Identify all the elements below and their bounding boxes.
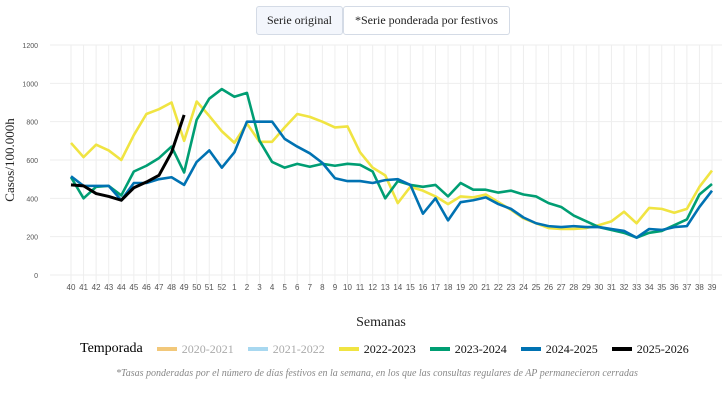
legend-item-2025-2026[interactable]: 2025-2026 (611, 341, 689, 357)
y-tick-label: 200 (26, 235, 38, 242)
x-tick-label: 21 (481, 283, 490, 292)
x-tick-label: 12 (368, 283, 377, 292)
x-tick-label: 46 (142, 283, 151, 292)
series-toggle: Serie original *Serie ponderada por fest… (256, 6, 510, 35)
x-tick-label: 28 (569, 283, 578, 292)
y-tick-label: 0 (34, 273, 38, 280)
x-tick-label: 31 (607, 283, 616, 292)
x-tick-label: 25 (532, 283, 541, 292)
x-tick-label: 49 (180, 283, 189, 292)
legend-item-2021-2022[interactable]: 2021-2022 (247, 341, 325, 357)
x-tick-label: 45 (129, 283, 138, 292)
x-tick-label: 36 (670, 283, 679, 292)
y-axis-title: Casos/100.000h (2, 118, 17, 202)
x-tick-label: 22 (494, 283, 503, 292)
x-tick-label: 5 (282, 283, 287, 292)
weighted-series-button[interactable]: *Serie ponderada por festivos (342, 6, 510, 35)
x-tick-label: 33 (632, 283, 641, 292)
legend-swatch (611, 347, 632, 351)
x-tick-label: 8 (320, 283, 325, 292)
y-tick-label: 800 (26, 120, 38, 127)
legend-label: 2024-2025 (545, 341, 598, 356)
series-line-2022-2023[interactable] (70, 100, 714, 231)
original-series-button[interactable]: Serie original (256, 6, 343, 35)
series-line-2024-2025[interactable] (70, 120, 714, 239)
x-tick-label: 11 (356, 283, 365, 292)
x-tick-label: 27 (557, 283, 566, 292)
legend-item-2023-2024[interactable]: 2023-2024 (429, 341, 507, 357)
x-tick-label: 50 (192, 283, 201, 292)
x-tick-label: 43 (104, 283, 113, 292)
x-tick-label: 40 (67, 283, 76, 292)
x-tick-label: 48 (167, 283, 176, 292)
x-tick-label: 30 (594, 283, 603, 292)
x-tick-label: 2 (245, 283, 250, 292)
x-tick-label: 39 (708, 283, 717, 292)
x-tick-label: 1 (232, 283, 237, 292)
x-tick-label: 44 (117, 283, 126, 292)
legend-swatch (338, 347, 359, 351)
x-tick-label: 14 (393, 283, 402, 292)
x-tick-label: 13 (381, 283, 390, 292)
legend-item-2020-2021[interactable]: 2020-2021 (156, 341, 234, 357)
y-tick-label: 600 (26, 158, 38, 165)
legend-label: 2025-2026 (636, 341, 689, 356)
x-tick-label: 24 (519, 283, 528, 292)
legend-swatch (156, 347, 177, 351)
x-tick-label: 34 (645, 283, 654, 292)
x-tick-label: 35 (657, 283, 666, 292)
x-tick-label: 47 (155, 283, 164, 292)
legend-label: 2023-2024 (454, 341, 507, 356)
series-line-2025-2026[interactable] (70, 114, 186, 202)
x-tick-label: 4 (270, 283, 275, 292)
x-tick-label: 18 (444, 283, 453, 292)
x-tick-label: 51 (205, 283, 214, 292)
x-tick-label: 6 (295, 283, 300, 292)
x-tick-label: 37 (682, 283, 691, 292)
x-tick-label: 52 (217, 283, 226, 292)
y-tick-label: 1000 (22, 81, 38, 88)
legend-title: Temporada (80, 341, 143, 356)
line-chart: 40 41 42 43 44 45 46 47 48 49 50 51 52 1 2 3 4 5 6 7 8 9 10 11 1… (2, 43, 722, 330)
x-tick-label: 26 (544, 283, 553, 292)
x-tick-label: 41 (79, 283, 88, 292)
x-tick-label: 38 (695, 283, 704, 292)
x-axis-title: Semanas (356, 315, 406, 330)
legend-swatch (247, 347, 268, 351)
x-tick-label: 20 (469, 283, 478, 292)
legend-label: 2020-2021 (181, 341, 234, 356)
legend-item-2024-2025[interactable]: 2024-2025 (520, 341, 598, 357)
legend: Temporada 2020-2021 2021-2022 2022-2023 202… (80, 341, 703, 357)
x-tick-label: 16 (418, 283, 427, 292)
x-tick-label: 23 (506, 283, 515, 292)
footnote: *Tasas ponderadas por el número de días … (116, 368, 638, 379)
x-tick-label: 15 (406, 283, 415, 292)
legend-swatch (429, 347, 450, 351)
x-tick-label: 32 (620, 283, 629, 292)
y-tick-label: 400 (26, 196, 38, 203)
legend-item-2022-2023[interactable]: 2022-2023 (338, 341, 416, 357)
x-tick-label: 10 (343, 283, 352, 292)
x-tick-label: 42 (92, 283, 101, 292)
x-tick-label: 29 (582, 283, 591, 292)
y-tick-label: 1200 (22, 43, 38, 50)
x-tick-label: 9 (333, 283, 338, 292)
legend-label: 2022-2023 (363, 341, 416, 356)
x-tick-label: 3 (257, 283, 262, 292)
x-tick-label: 19 (456, 283, 465, 292)
legend-swatch (520, 347, 541, 351)
x-tick-label: 7 (308, 283, 313, 292)
legend-label: 2021-2022 (272, 341, 325, 356)
x-tick-label: 17 (431, 283, 440, 292)
